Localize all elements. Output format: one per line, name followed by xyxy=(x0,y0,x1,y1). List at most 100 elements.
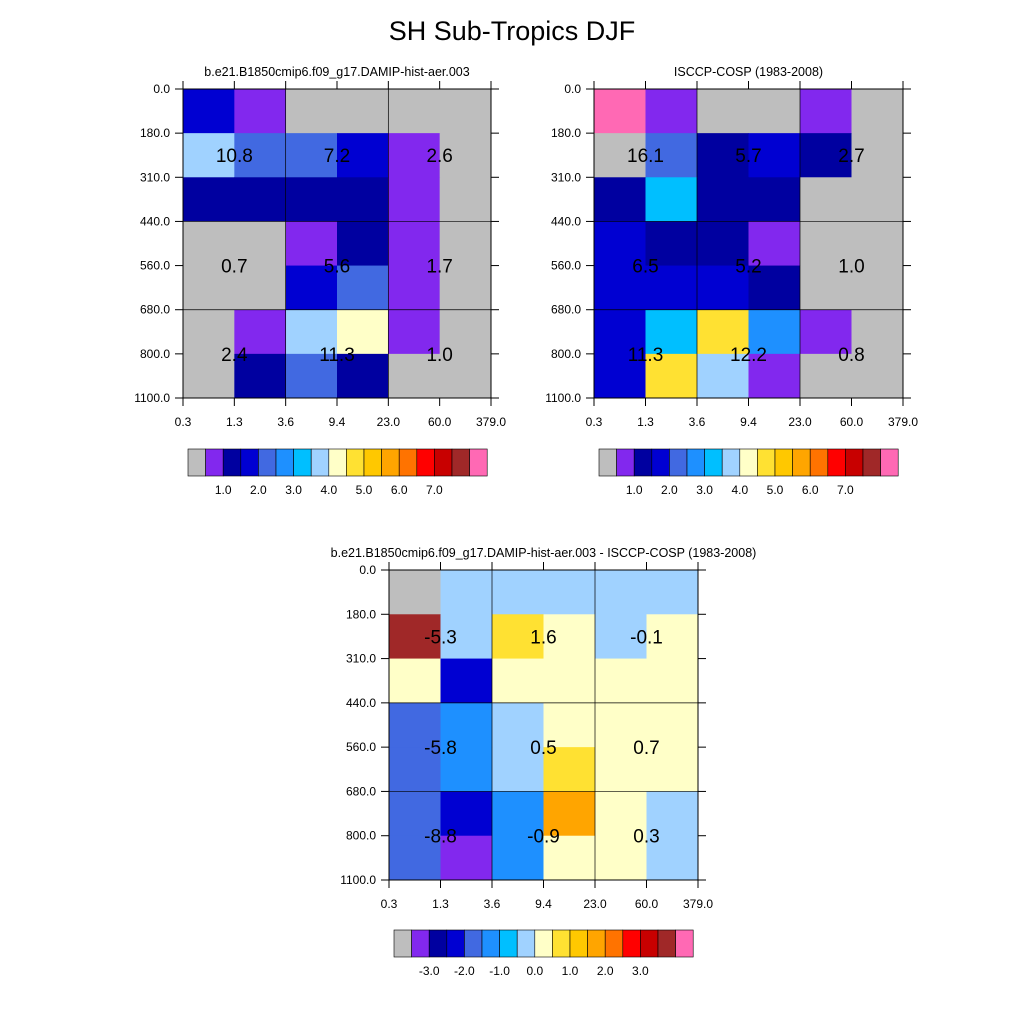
group-value-label: 2.6 xyxy=(426,146,452,167)
heatmap-cell xyxy=(748,221,801,267)
colorbar-swatch xyxy=(428,929,448,958)
heatmap-cell xyxy=(800,353,852,399)
heatmap-cell xyxy=(492,614,544,660)
heatmap-cell xyxy=(492,835,544,881)
colorbar-swatch xyxy=(293,448,312,477)
heatmap-cell xyxy=(440,570,493,615)
y-tick-label: 440.0 xyxy=(551,214,581,228)
x-tick-label: 3.6 xyxy=(277,415,294,429)
colorbar-swatch xyxy=(393,929,412,958)
colorbar-swatch xyxy=(451,448,470,477)
colorbar-swatch xyxy=(774,448,793,477)
heatmap-cell xyxy=(697,265,749,311)
group-value-label: 0.8 xyxy=(838,345,864,366)
heatmap-cell xyxy=(646,658,699,704)
colorbar-swatch xyxy=(446,929,465,958)
heatmap-cell xyxy=(748,177,801,222)
colorbar-swatch xyxy=(464,929,483,958)
heatmap-cell xyxy=(388,353,441,399)
heatmap-cell xyxy=(389,702,441,748)
y-tick-label: 560.0 xyxy=(551,259,581,273)
colorbar-label: 4.0 xyxy=(320,483,337,497)
heatmap-cell xyxy=(697,177,749,222)
heatmap-cell xyxy=(492,570,544,615)
heatmap-cell xyxy=(337,89,389,134)
heatmap-cell xyxy=(389,614,441,660)
colorbar-label: 2.0 xyxy=(597,964,614,978)
y-tick-label: 440.0 xyxy=(346,696,376,710)
heatmap-cell xyxy=(389,747,441,792)
y-tick-label: 800.0 xyxy=(140,347,170,361)
heatmap-cell xyxy=(851,353,904,399)
heatmap-cell xyxy=(388,133,441,178)
x-tick-label: 23.0 xyxy=(583,897,607,911)
x-tick-label: 1.3 xyxy=(432,897,449,911)
heatmap-cell xyxy=(645,353,698,399)
group-value-label: 1.0 xyxy=(838,257,864,278)
y-tick-label: 310.0 xyxy=(346,652,376,666)
colorbar-label: -1.0 xyxy=(489,964,510,978)
heatmap-cell xyxy=(492,702,544,748)
heatmap-cell xyxy=(748,133,801,178)
colorbar-swatch xyxy=(569,929,588,958)
heatmap-cell xyxy=(595,614,647,660)
x-tick-label: 9.4 xyxy=(740,415,757,429)
heatmap-cell xyxy=(337,309,389,355)
colorbar-label: 7.0 xyxy=(837,483,854,497)
colorbar-swatch xyxy=(675,929,694,958)
colorbar-swatch xyxy=(792,448,811,477)
heatmap-cell xyxy=(337,221,389,267)
heatmap-cell xyxy=(645,177,698,222)
colorbar-label: 3.0 xyxy=(285,483,302,497)
y-tick-label: 0.0 xyxy=(564,82,581,96)
y-tick-label: 560.0 xyxy=(140,259,170,273)
heatmap-cell xyxy=(388,221,441,267)
heatmap-cell xyxy=(595,658,647,704)
y-tick-label: 180.0 xyxy=(551,126,581,140)
heatmap-cell xyxy=(851,89,904,134)
heatmap-panel-2: ISCCP-COSP (1983-2008) 0.0 180.0 310.0 440.0… xyxy=(545,65,918,497)
colorbar-swatch xyxy=(633,448,653,477)
heatmap-cell xyxy=(183,89,235,134)
group-value-label: 2.7 xyxy=(838,146,864,167)
group-value-label: 12.2 xyxy=(730,345,767,366)
heatmap-cell xyxy=(285,133,338,178)
y-tick-label: 310.0 xyxy=(140,170,170,184)
colorbar-swatch xyxy=(598,448,617,477)
colorbar-swatch xyxy=(862,448,881,477)
y-tick-label: 1100.0 xyxy=(545,391,581,405)
colorbar: -3.0 -2.0 -1.0 0.0 1.0 2.0 3.0 xyxy=(393,929,694,978)
heatmap-cell xyxy=(183,221,235,267)
colorbar-label: 1.0 xyxy=(215,483,232,497)
colorbar: 1.0 2.0 3.0 4.0 5.0 6.0 7.0 xyxy=(187,448,488,497)
colorbar-swatch xyxy=(669,448,688,477)
colorbar-swatch xyxy=(398,448,418,477)
heatmap-cell xyxy=(646,614,699,660)
heatmap-cell xyxy=(800,89,852,134)
y-tick-label: 180.0 xyxy=(346,607,376,621)
heatmap-cell xyxy=(285,353,338,399)
colorbar-swatch xyxy=(657,929,676,958)
y-tick-label: 0.0 xyxy=(359,563,376,577)
heatmap-cell xyxy=(800,309,852,355)
colorbar-swatch xyxy=(275,448,294,477)
heatmap-cell xyxy=(285,177,338,222)
y-tick-label: 180.0 xyxy=(140,126,170,140)
heatmap-cell xyxy=(285,221,338,267)
x-tick-label: 60.0 xyxy=(840,415,864,429)
heatmap-cell xyxy=(595,835,647,881)
group-value-label: 0.3 xyxy=(633,827,659,848)
heatmap-cell xyxy=(492,747,544,792)
heatmap-cell xyxy=(748,265,801,311)
x-tick-label: 60.0 xyxy=(428,415,452,429)
group-value-label: 5.6 xyxy=(324,257,350,278)
colorbar-swatch xyxy=(721,448,741,477)
heatmap-cell xyxy=(337,133,389,178)
heatmap-cell xyxy=(646,702,699,748)
group-value-label: 2.4 xyxy=(221,345,248,366)
group-value-label: 5.2 xyxy=(735,257,761,278)
x-tick-label: 3.6 xyxy=(689,415,706,429)
group-value-label: 16.1 xyxy=(627,146,664,167)
colorbar-swatch xyxy=(381,448,400,477)
